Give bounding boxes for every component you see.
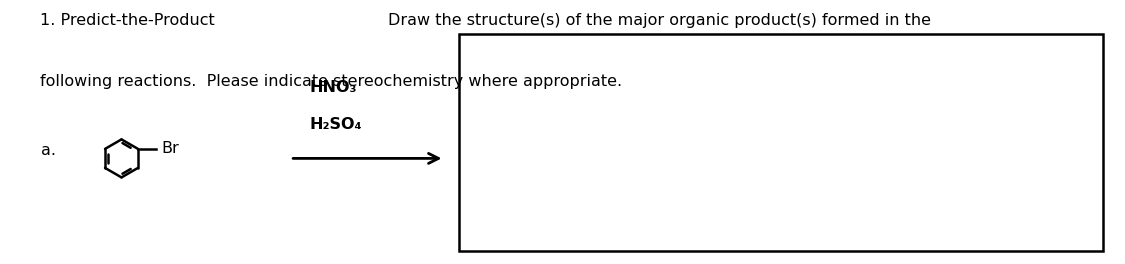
Text: following reactions.  Please indicate stereochemistry where appropriate.: following reactions. Please indicate ste… xyxy=(40,74,622,89)
Text: 1. Predict-the-Product: 1. Predict-the-Product xyxy=(40,13,215,28)
Text: Draw the structure(s) of the major organic product(s) formed in the: Draw the structure(s) of the major organ… xyxy=(388,13,932,28)
Text: Br: Br xyxy=(161,142,179,156)
Text: H₂SO₄: H₂SO₄ xyxy=(309,117,362,131)
Text: HNO₃: HNO₃ xyxy=(309,80,357,95)
Text: a.: a. xyxy=(40,143,55,158)
Bar xyxy=(459,34,1102,251)
